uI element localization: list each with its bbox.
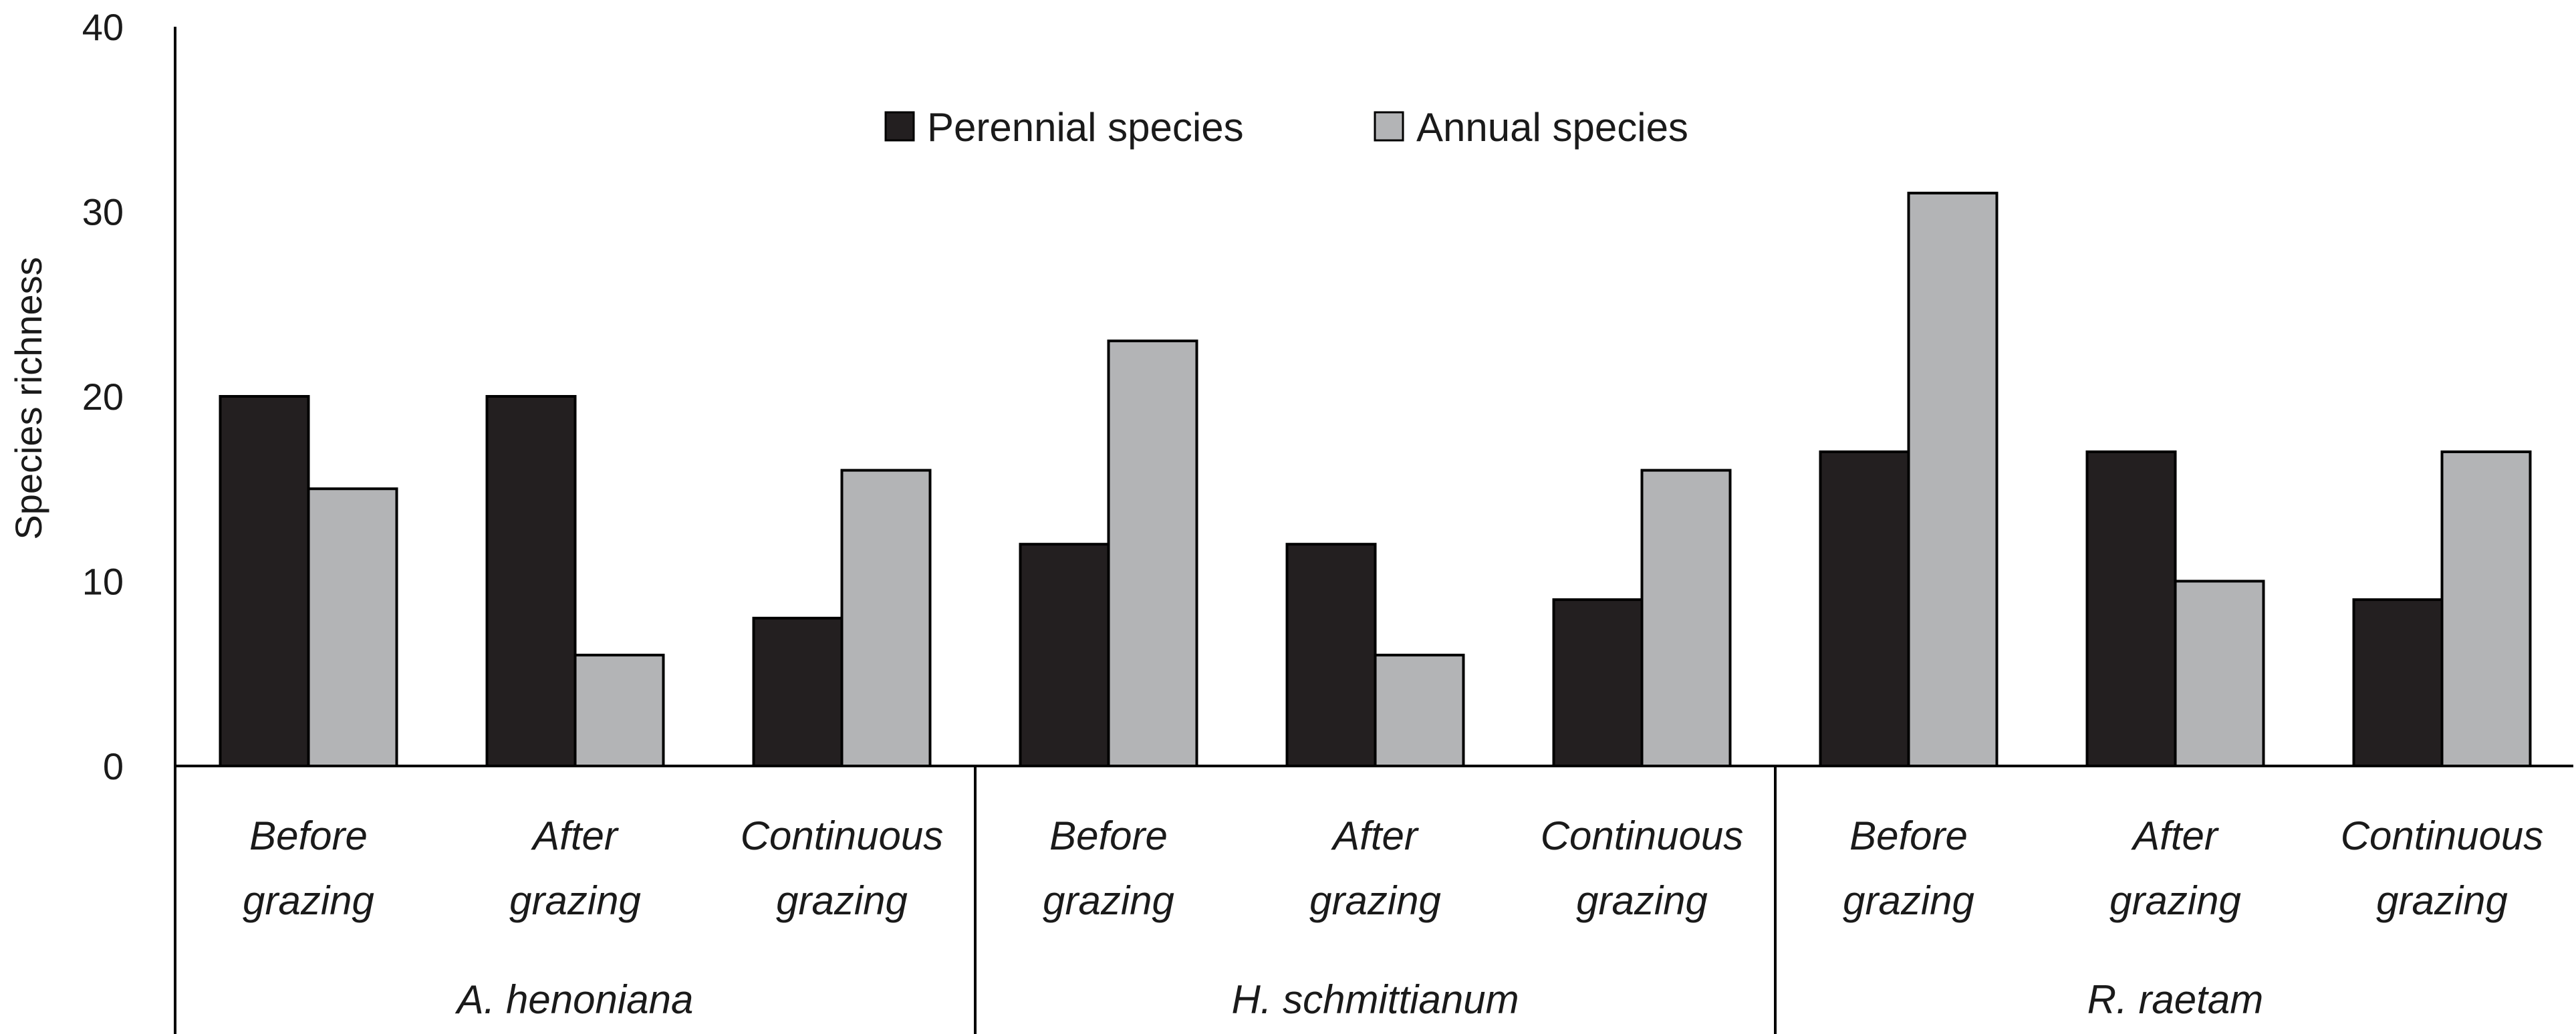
bar-perennial	[752, 616, 844, 767]
x-category-label: After grazing	[1309, 813, 1441, 923]
x-group-label: R. raetam	[2087, 977, 2263, 1022]
bar-perennial	[1285, 543, 1377, 767]
bar-perennial	[219, 395, 310, 767]
bar-perennial	[1552, 598, 1644, 768]
x-category-label: After grazing	[509, 813, 641, 923]
bar-annual	[2440, 450, 2532, 767]
bar-perennial	[1019, 543, 1110, 767]
x-group-label: H. schmittianum	[1231, 977, 1519, 1022]
y-tick-label: 20	[82, 376, 124, 418]
bar-perennial	[2352, 598, 2444, 768]
bar-annual	[1907, 191, 1999, 768]
bar-annual	[1640, 469, 1732, 767]
bar-perennial	[1819, 450, 1910, 767]
bar-annual	[840, 469, 932, 767]
bar-annual	[2174, 579, 2265, 767]
x-category-label: Before grazing	[1043, 813, 1174, 923]
bar-annual	[1107, 340, 1198, 767]
legend-label-perennial: Perennial species	[927, 105, 1244, 150]
bar-annual	[573, 654, 665, 767]
legend: Perennial species Annual species	[884, 105, 1688, 150]
x-category-label: Continuous grazing	[741, 813, 944, 923]
bar-annual	[307, 487, 398, 767]
y-tick-label: 0	[103, 745, 124, 787]
bar-perennial	[485, 395, 577, 767]
y-axis-title: Species richness	[7, 257, 49, 539]
legend-swatch-perennial	[884, 111, 915, 142]
x-category-label: Continuous grazing	[1541, 813, 1744, 923]
legend-swatch-annual	[1374, 111, 1404, 142]
bars-layer	[219, 191, 2532, 768]
x-group-label: A. henoniana	[455, 977, 694, 1022]
x-category-label: Before grazing	[243, 813, 374, 923]
legend-label-annual: Annual species	[1416, 105, 1688, 150]
x-category-label: Continuous grazing	[2341, 813, 2544, 923]
y-tick-label: 30	[82, 191, 124, 233]
y-tick-label: 40	[82, 6, 124, 48]
bar-annual	[1374, 654, 1465, 767]
axes-layer	[174, 27, 2573, 1034]
x-category-label: Before grazing	[1843, 813, 1974, 923]
x-category-label: After grazing	[2109, 813, 2241, 923]
bar-perennial	[2085, 450, 2177, 767]
labels-layer: 0 10 20 30 40 Before grazing After grazing Contin…	[82, 6, 2544, 1022]
y-tick-label: 10	[82, 561, 124, 603]
